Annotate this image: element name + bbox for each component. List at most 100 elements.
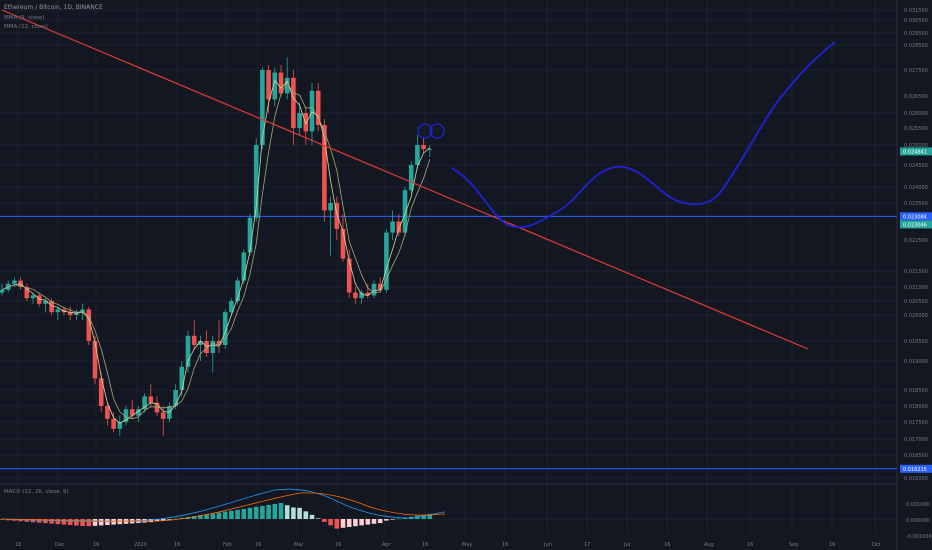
macd-bar	[278, 503, 284, 519]
macd-bar	[427, 513, 433, 519]
macd-bar	[421, 514, 426, 519]
time-tick-label: 16	[174, 542, 180, 548]
candle-body	[278, 72, 284, 94]
candle-body	[185, 335, 191, 367]
macd-bar	[328, 519, 333, 526]
candle-body	[421, 145, 426, 149]
macd-bar	[179, 517, 185, 519]
macd-bar	[86, 519, 92, 527]
candle-body	[222, 312, 228, 345]
macd-bar	[30, 519, 36, 523]
macd-legend: MACD (12, 26, close, 9)	[4, 489, 69, 495]
candle-body	[247, 217, 253, 253]
candle-body	[346, 258, 352, 293]
macd-line	[1, 488, 446, 522]
price-label-text: 0.016215	[903, 467, 927, 473]
macd-bar	[210, 513, 216, 519]
macd-bar	[284, 505, 290, 519]
time-tick-label: 16	[93, 542, 99, 548]
macd-bar	[291, 507, 296, 519]
price-tick-label: 0.022500	[904, 238, 928, 244]
candle-body	[179, 366, 185, 390]
price-tick-label: 0.021000	[904, 285, 928, 291]
macd-bar	[154, 519, 160, 522]
macd-bar	[167, 519, 172, 520]
candle-body	[12, 280, 17, 284]
macd-bar	[315, 518, 321, 519]
time-tick-label: Feb	[223, 542, 232, 548]
candle-body	[303, 113, 309, 132]
macd-bar	[191, 516, 197, 519]
time-tick-label: 17	[584, 542, 590, 548]
candle-body	[191, 335, 197, 345]
macd-tick-label: 0.000000	[906, 518, 930, 524]
macd-bar	[229, 510, 234, 519]
candle-body	[92, 341, 98, 379]
symbol-title: Ethereum / Bitcoin, 1D, BINANCE	[4, 4, 103, 11]
moving-average-line	[1, 81, 431, 420]
macd-bar	[111, 519, 116, 525]
candle-body	[353, 292, 358, 299]
horizontal-lines[interactable]	[0, 215, 897, 470]
candle-body	[365, 292, 371, 296]
price-tick-label: 0.026000	[904, 111, 928, 117]
macd-tick-label: -0.001000	[906, 534, 932, 540]
time-tick-label: Aug	[704, 542, 714, 548]
price-tick-label: 0.019500	[904, 339, 928, 345]
candle-body	[160, 412, 166, 419]
time-tick-label: Sep	[789, 542, 798, 548]
macd-bar	[18, 519, 23, 522]
candle-body	[136, 409, 141, 416]
candle-body	[98, 378, 104, 406]
candle-body	[198, 341, 203, 345]
candle-body	[253, 145, 259, 218]
price-tick-label: 0.017500	[904, 420, 928, 426]
price-tick-label: 0.020000	[904, 313, 928, 319]
circle-mark	[429, 123, 445, 139]
time-tick-label: Oct	[872, 542, 881, 548]
candles	[0, 57, 433, 436]
price-tick-label: 0.024000	[904, 185, 928, 191]
macd-bar	[297, 507, 302, 519]
candle-body	[297, 113, 302, 128]
macd-bar	[98, 519, 104, 526]
macd-bar	[216, 512, 222, 519]
time-tick-label: 16	[422, 542, 428, 548]
price-tick-label: 0.017000	[904, 437, 928, 443]
macd-bar	[365, 519, 371, 525]
drawings[interactable]	[1, 9, 836, 350]
candle-body	[415, 145, 420, 165]
price-tick-label: 0.029500	[904, 31, 928, 37]
time-tick-label: 2020	[134, 542, 147, 548]
candle-body	[272, 72, 278, 100]
price-tick-label: 0.019000	[904, 359, 928, 365]
macd-bar	[396, 518, 402, 520]
macd-bar	[12, 519, 17, 521]
candle-body	[173, 390, 178, 406]
price-tick-label: 0.024500	[904, 163, 928, 169]
candle-body	[384, 232, 389, 290]
macd-bar	[198, 515, 203, 519]
candle-body	[402, 190, 408, 233]
macd-bar	[5, 519, 11, 521]
candle-body	[260, 70, 265, 145]
price-tick-label: 0.025500	[904, 126, 928, 132]
candle-body	[377, 283, 383, 290]
macd-bar	[55, 519, 61, 525]
ma-legend-1: MMA (9, close)	[4, 15, 44, 21]
price-axis[interactable]: 0.031500 0.030500 0.029500 0.028500 0.027500…	[900, 8, 932, 540]
candle-body	[24, 287, 30, 299]
macd-bar	[371, 519, 377, 524]
ma-legend-2: MMA (12, close)	[4, 24, 48, 30]
time-axis[interactable]: 18 Dec 16 2020 16 Feb 16 Mar 16 Apr 16 May 16 Jun 17 Ju…	[15, 542, 881, 548]
circle-mark	[417, 123, 433, 139]
macd-bar	[67, 519, 73, 526]
projection-curve	[451, 41, 836, 229]
time-tick-label: 16	[335, 542, 341, 548]
candle-body	[396, 221, 402, 233]
price-label-box	[900, 220, 932, 229]
macd-bar	[402, 517, 408, 519]
price-tick-label: 0.031500	[904, 8, 928, 14]
